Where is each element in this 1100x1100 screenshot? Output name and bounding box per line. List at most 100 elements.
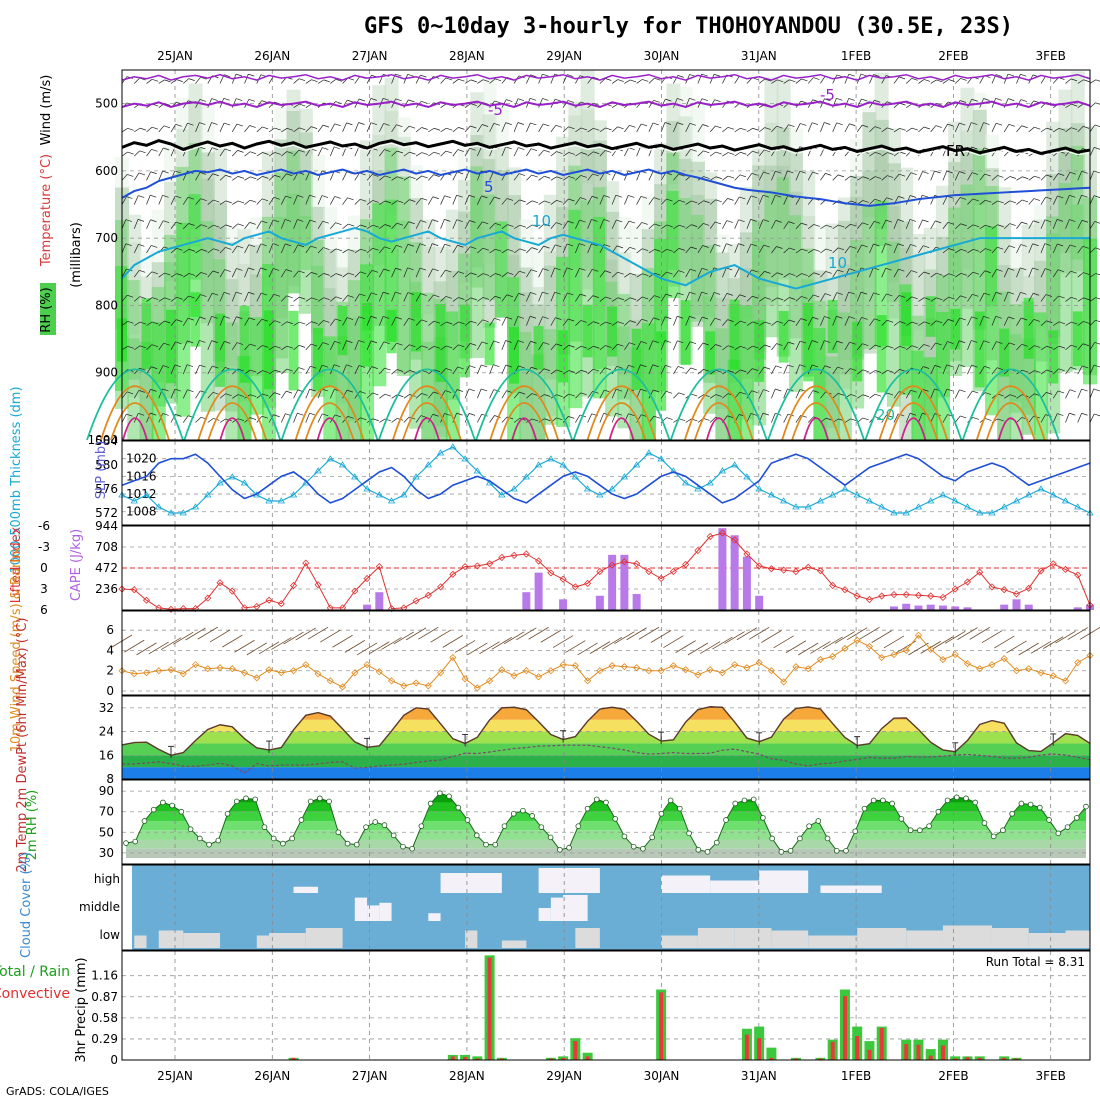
wind-barb	[256, 176, 263, 181]
wind-barb-feather	[383, 268, 390, 272]
cloud-block	[1028, 933, 1066, 948]
wind-barb-feather	[544, 418, 551, 422]
wind-barb-feather	[764, 297, 771, 300]
wind-barb	[182, 364, 188, 375]
wind-barb-feather	[1057, 413, 1064, 416]
cloud-block	[501, 940, 527, 948]
cloud-block	[440, 873, 502, 893]
wind-barb	[379, 268, 385, 278]
y-tick-label: 944	[95, 519, 118, 533]
wind-barb	[366, 270, 373, 278]
wind-barb	[807, 77, 814, 84]
wind-barb	[207, 293, 213, 302]
wind-barb-feather	[763, 366, 771, 370]
wind-barb	[489, 196, 495, 205]
wind-barb-feather	[127, 345, 134, 349]
wind-barb-feather	[862, 369, 869, 373]
cape-bar	[902, 603, 911, 610]
wind-barb	[722, 152, 729, 157]
wind-barb	[538, 123, 544, 133]
wind-barb-feather	[457, 244, 464, 248]
wind-barb	[660, 248, 668, 254]
wind-barb-feather	[458, 127, 465, 130]
wind-barb-feather	[421, 175, 428, 179]
wind-barb-feather	[481, 341, 488, 345]
wind-barb-feather	[445, 368, 452, 371]
wind-barb	[967, 99, 973, 108]
wind-barb	[428, 174, 434, 181]
wind-barb	[329, 146, 335, 157]
wind-barb	[366, 75, 372, 84]
wind-barb-feather	[740, 345, 747, 349]
rh-point	[861, 805, 868, 812]
wind-barb	[268, 392, 275, 399]
wind-barb	[526, 224, 533, 230]
wind-barb-feather	[653, 197, 660, 200]
wind-barb	[403, 318, 409, 326]
wind-barb-feather	[665, 316, 672, 320]
wind-barb	[428, 243, 433, 254]
rh-point	[150, 806, 157, 813]
wind-barb	[918, 79, 925, 84]
wind-barb	[624, 342, 630, 351]
wind-barb	[121, 243, 127, 254]
wind-speed-point	[755, 659, 763, 667]
rh-point	[990, 833, 997, 840]
wind-barb	[697, 291, 702, 302]
wind-barb	[881, 175, 888, 181]
lifted-index-point	[253, 602, 261, 611]
wind-barb	[709, 151, 716, 157]
wind-barb-feather	[138, 243, 145, 247]
rh-point	[593, 796, 600, 803]
wind-barb-feather	[187, 340, 194, 344]
wind-barb-10m	[307, 626, 329, 640]
wind-barb-feather	[775, 388, 782, 392]
wind-barb-feather	[162, 170, 169, 174]
wind-barb	[219, 122, 225, 133]
wind-barb	[330, 296, 337, 302]
wind-barb-feather	[947, 221, 955, 225]
rh-point	[713, 839, 720, 846]
wind-barb-feather	[1008, 123, 1015, 127]
wind-barb-feather	[456, 412, 463, 416]
wind-barb-feather	[752, 368, 759, 371]
wind-barb-feather	[1021, 343, 1028, 347]
rh-point	[187, 826, 194, 832]
wind-barb-feather	[531, 200, 539, 204]
wind-barb-feather	[335, 318, 342, 322]
wind-barb	[709, 221, 716, 229]
wind-barb-feather	[640, 341, 648, 344]
rh-shade	[166, 309, 177, 384]
wind-barb-feather	[138, 172, 146, 176]
wind-barb	[1040, 369, 1047, 375]
cloud-block	[538, 868, 600, 893]
wind-barb	[158, 125, 165, 133]
wind-barb-feather	[458, 78, 465, 82]
wind-barb	[1052, 219, 1058, 229]
wind-barb	[587, 128, 594, 133]
wind-barb	[1065, 296, 1072, 302]
wind-barb-feather	[617, 126, 624, 130]
wind-barb	[648, 77, 655, 84]
wind-barb	[256, 370, 263, 375]
rh-point	[483, 841, 489, 848]
wind-barb	[268, 294, 275, 302]
wind-barb-feather	[200, 76, 207, 80]
wind-barb-feather	[409, 151, 416, 155]
wind-barb-feather	[274, 369, 281, 373]
wind-barb	[477, 341, 483, 351]
wind-barb-feather	[922, 219, 929, 223]
wind-barb	[734, 345, 741, 351]
wind-barb	[905, 172, 912, 181]
lifted-index-point	[130, 586, 138, 594]
wind-barb	[305, 245, 311, 254]
wind-barb-feather	[542, 291, 549, 295]
wind-barb-feather	[801, 248, 808, 252]
wind-speed-point	[179, 670, 187, 678]
wind-barb	[636, 222, 643, 229]
wind-barb-feather	[751, 172, 758, 176]
wind-barb	[967, 172, 973, 181]
rh-shade	[298, 215, 313, 314]
wind-barb	[330, 273, 337, 278]
wind-speed-point	[571, 662, 579, 670]
